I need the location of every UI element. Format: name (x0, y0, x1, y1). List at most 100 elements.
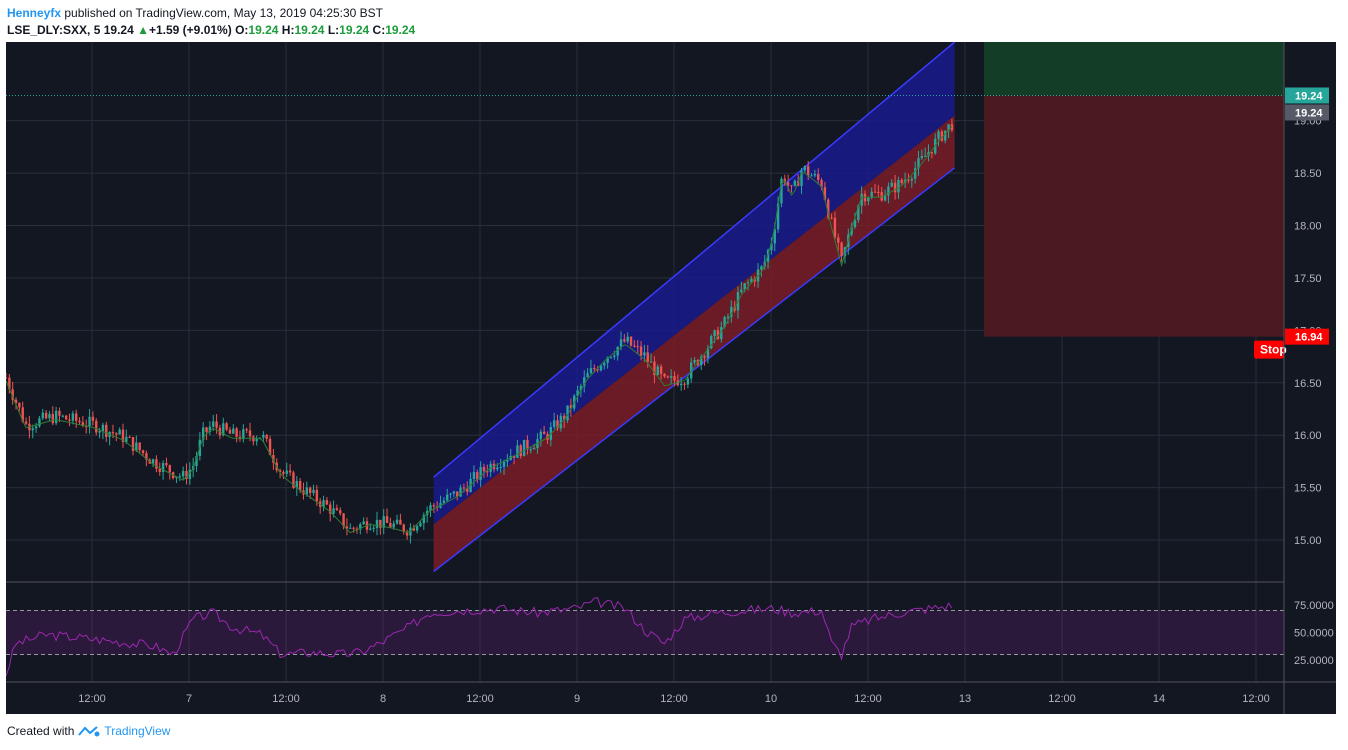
candle-body (48, 413, 51, 419)
candle-body (31, 428, 34, 431)
last-price-badge: 19.24 (1295, 90, 1323, 102)
candle-body (298, 481, 302, 491)
candle-body (369, 528, 372, 530)
candle-body (335, 508, 339, 511)
candle-body (158, 468, 161, 472)
candle-body (228, 429, 232, 434)
candle-body (760, 266, 763, 270)
candle-body (683, 383, 686, 385)
x-tick-label: 7 (186, 693, 192, 705)
candle-body (562, 415, 566, 421)
x-tick-label: 12:00 (660, 693, 688, 705)
candle-body (101, 424, 105, 432)
candle-body (519, 445, 522, 457)
candle-body (212, 421, 215, 427)
chart-area[interactable]: 12:00 7 12:00 8 12:00 9 12:00 10 12:00 13 12:00 14 1… (6, 42, 1336, 714)
rsi-line (6, 597, 953, 677)
channel-lower-line (433, 167, 956, 573)
candle-body (700, 356, 703, 365)
candle-body (41, 412, 44, 419)
candle-body (716, 330, 720, 340)
candle-body (636, 346, 639, 348)
y-tick-label: 17.50 (1294, 273, 1322, 285)
candle-body (58, 410, 61, 416)
candle-body (913, 168, 917, 179)
candle-body (813, 173, 817, 176)
tradingview-brand[interactable]: TradingView (104, 724, 171, 738)
candle-body (482, 466, 486, 472)
candle-body (720, 327, 723, 340)
candle-body (131, 437, 135, 451)
candle-body (115, 433, 118, 435)
candle-body (325, 500, 329, 505)
candle-body (349, 527, 352, 529)
last-price-badge-bg (1285, 87, 1329, 104)
candle-body (375, 519, 379, 528)
candle-body (944, 130, 947, 141)
candle-body (502, 461, 506, 468)
candle-body (355, 528, 359, 530)
candle-body (18, 402, 21, 408)
candle-body (235, 428, 238, 437)
candle-body (823, 187, 827, 200)
candle-body (449, 493, 452, 495)
channel-upper-line (433, 42, 956, 478)
candle-body (389, 522, 392, 528)
candle-body (930, 152, 934, 154)
candle-body (332, 508, 335, 514)
candle-body (379, 519, 382, 528)
candle-body (472, 472, 476, 479)
candle-body (34, 426, 38, 429)
candle-body (810, 175, 813, 177)
candle-body (653, 361, 656, 376)
candle-body (820, 179, 823, 188)
candle-body (663, 373, 666, 377)
candle-body (532, 447, 536, 450)
candle-body (893, 182, 897, 193)
candle-body (412, 527, 415, 531)
symbol-label: LSE_DLY:SXX, 5 (7, 23, 101, 37)
candle-body (128, 436, 131, 438)
high-label: H: (281, 23, 295, 37)
candle-body (593, 368, 596, 370)
close-price-badge-bg (1285, 104, 1329, 121)
y-tick-label: 18.00 (1294, 220, 1322, 232)
last-price: 19.24 (103, 23, 134, 37)
candle-body (44, 412, 48, 419)
candle-body (643, 352, 646, 356)
candle-body (422, 515, 426, 524)
target-zone (984, 42, 1284, 96)
candle-body (790, 185, 793, 187)
y-tick-label: 15.50 (1294, 483, 1322, 495)
stop-price-badge-bg (1285, 328, 1329, 345)
candle-body (225, 423, 228, 430)
candle-body (141, 450, 145, 454)
candle-body (619, 339, 623, 347)
candle-body (265, 434, 268, 439)
candle-body (181, 470, 185, 477)
price-change: +1.59 (+9.01%) (148, 23, 232, 37)
created-with-text: Created with (7, 724, 75, 738)
candle-body (920, 155, 924, 159)
candle-body (208, 426, 212, 432)
stop-label: Stop (1260, 343, 1287, 357)
candle-body (569, 405, 573, 409)
candle-body (566, 405, 569, 421)
candle-body (860, 193, 863, 206)
candle-body (312, 489, 315, 493)
candle-body (887, 186, 890, 196)
candle-body (857, 205, 860, 221)
candle-body (947, 124, 950, 131)
author-name[interactable]: Henneyfx (7, 6, 62, 20)
stop-zone (984, 95, 1284, 337)
ohlc-line: LSE_DLY:SXX, 5 19.24 ▲+1.59 (+9.01%) O:1… (7, 22, 415, 39)
candle-body (242, 429, 245, 440)
candle-body (161, 463, 165, 472)
candle-body (135, 442, 138, 451)
candle-body (666, 376, 670, 378)
low-label: L: (327, 23, 340, 37)
channel-lower-band (433, 115, 955, 572)
stop-price-badge: 16.94 (1295, 332, 1323, 344)
candle-body (419, 523, 422, 527)
channel-upper-band (433, 42, 955, 525)
